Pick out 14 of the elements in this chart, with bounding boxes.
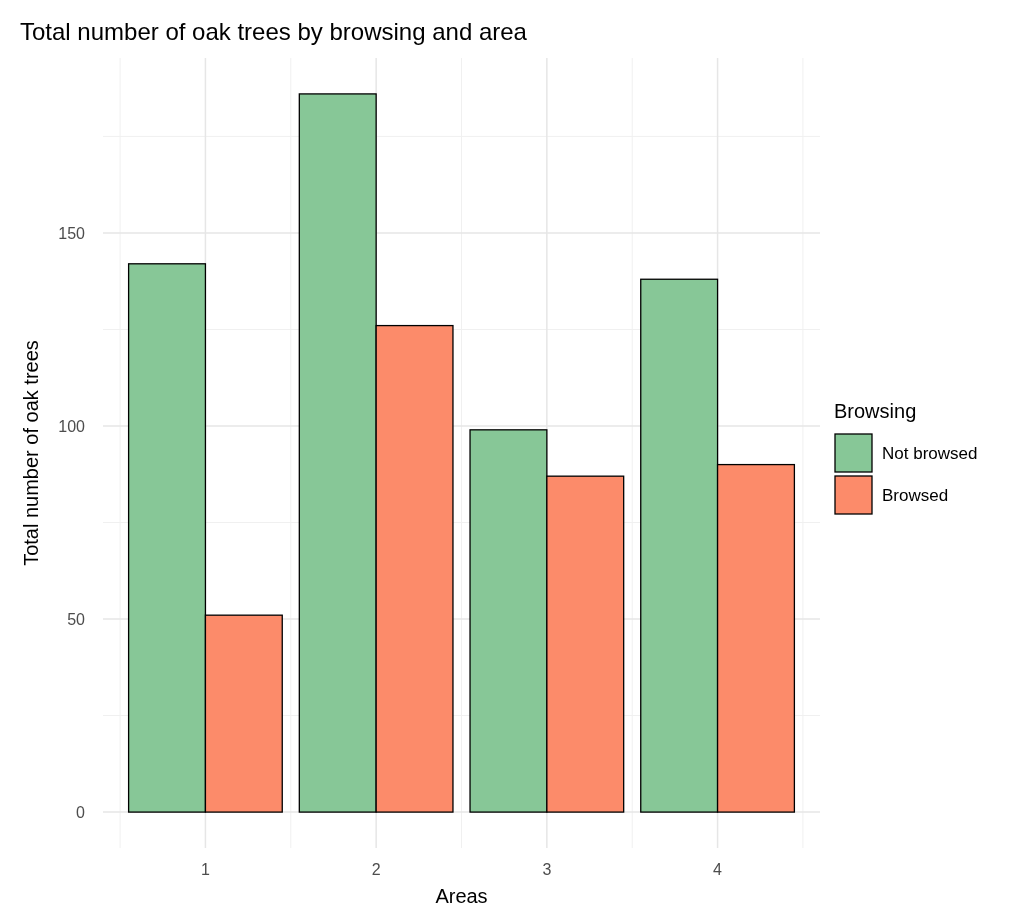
chart-title: Total number of oak trees by browsing and area — [20, 18, 528, 45]
x-axis-title: Areas — [435, 885, 488, 907]
x-tick-label: 1 — [200, 861, 210, 878]
x-tick-label: 3 — [542, 861, 552, 878]
y-tick-label: 150 — [58, 224, 86, 242]
y-tick-label: 0 — [76, 803, 86, 821]
legend-label: Browsed — [882, 485, 949, 505]
y-tick-label: 100 — [58, 417, 86, 435]
y-axis-title: Total number of oak trees — [20, 340, 42, 566]
legend-title: Browsing — [834, 400, 917, 422]
y-tick-label: 50 — [67, 610, 86, 628]
legend-label: Not browsed — [882, 443, 978, 463]
x-tick-label: 4 — [713, 861, 723, 878]
x-tick-label: 2 — [371, 861, 381, 878]
